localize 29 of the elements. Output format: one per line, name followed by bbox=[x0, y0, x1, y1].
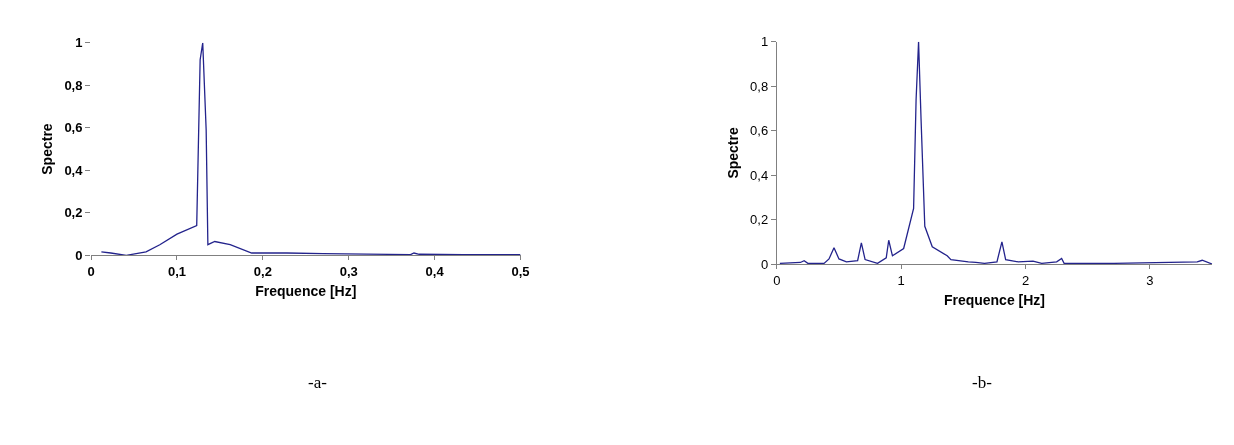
y-tick-label: 0,2 bbox=[64, 205, 83, 221]
x-tick-label: 1 bbox=[897, 272, 905, 288]
y-axis-title: Spectre bbox=[724, 127, 741, 179]
x-axis-title: Frequence [Hz] bbox=[255, 283, 357, 300]
x-tick-label: 0 bbox=[773, 272, 781, 288]
x-tick-label: 2 bbox=[1021, 272, 1030, 288]
y-tick-label: 0,8 bbox=[64, 77, 83, 93]
y-tick-label: 0,6 bbox=[750, 123, 769, 139]
text: -a- bbox=[308, 373, 328, 392]
y-tick-label: 1 bbox=[75, 35, 83, 51]
text: -b- bbox=[972, 373, 993, 392]
y-axis-title: Spectre bbox=[38, 123, 55, 175]
y-tick-label: 0 bbox=[75, 247, 83, 263]
x-tick-label: 0,3 bbox=[339, 263, 358, 279]
y-tick-label: 0,2 bbox=[750, 212, 769, 228]
y-tick-label: 0,8 bbox=[750, 78, 769, 94]
y-tick-label: 0,4 bbox=[64, 162, 84, 178]
line-series bbox=[779, 41, 1213, 265]
y-tick-label: 0,4 bbox=[750, 167, 769, 183]
x-tick-label: 0,2 bbox=[253, 263, 272, 279]
y-tick-label: 0,6 bbox=[64, 120, 83, 136]
x-axis-title: Frequence [Hz] bbox=[943, 291, 1046, 308]
y-tick-label: 1 bbox=[760, 34, 769, 50]
x-tick-label: 3 bbox=[1146, 272, 1154, 288]
line-series bbox=[100, 42, 521, 256]
x-tick-label: 0,4 bbox=[425, 263, 445, 279]
x-tick-label: 0,5 bbox=[511, 263, 530, 279]
x-tick-label: 0,1 bbox=[167, 263, 186, 279]
x-tick-label: 0 bbox=[87, 263, 95, 279]
